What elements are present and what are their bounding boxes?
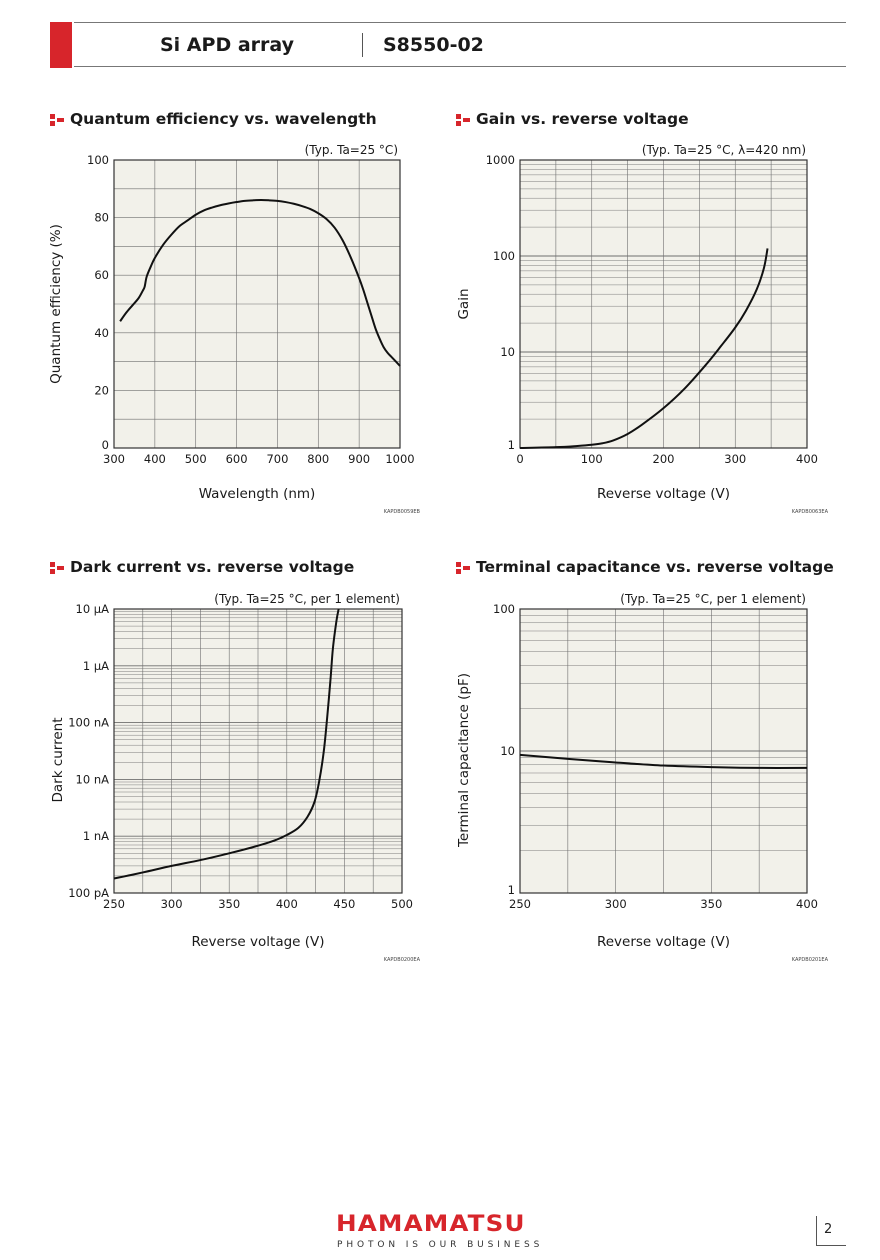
- header-rule-bottom: [74, 66, 846, 67]
- x-tick-label: 350: [218, 897, 240, 911]
- x-axis-label: Reverse voltage (V): [597, 486, 730, 502]
- red-bullet-icon: [50, 561, 64, 574]
- x-tick-label: 700: [266, 452, 288, 466]
- y-tick-label: 20: [94, 383, 109, 397]
- x-tick-label: 250: [103, 897, 125, 911]
- header-accent-bar: [50, 22, 72, 68]
- x-tick-label: 300: [161, 897, 183, 911]
- x-tick-label: 450: [333, 897, 355, 911]
- series-line: [519, 753, 808, 769]
- x-tick-label: 300: [724, 452, 746, 466]
- chart-title: Terminal capacitance vs. reverse voltage: [476, 558, 834, 576]
- grid: [519, 609, 808, 894]
- y-tick-label: 100 nA: [68, 716, 109, 730]
- chart-condition-note: (Typ. Ta=25 °C, per 1 element): [620, 592, 806, 606]
- y-tick-label: 40: [94, 326, 109, 340]
- figure-code: KAPDB0059EB: [384, 509, 421, 515]
- chart-condition-note: (Typ. Ta=25 °C, λ=420 nm): [642, 143, 806, 157]
- y-tick-label: 100: [493, 602, 515, 616]
- chart-title: Dark current vs. reverse voltage: [70, 558, 355, 576]
- chart-qe: 300 400 500 600 700 800 900 1000 0 20 40 60 80 100 Wav…: [48, 143, 421, 515]
- header-rule-top: [74, 22, 846, 23]
- y-tick-label: 100: [87, 153, 109, 167]
- hamamatsu-logo: HAMAMATSU: [336, 1212, 526, 1237]
- y-tick-label: 60: [94, 268, 109, 282]
- y-tick-label: 10 μA: [76, 602, 110, 616]
- page-number-rule-horizontal: [816, 1245, 846, 1246]
- x-tick-label: 400: [796, 452, 818, 466]
- plot-frame: [519, 608, 808, 894]
- y-tick-label: 1: [508, 883, 515, 897]
- panel-title-cap: Terminal capacitance vs. reverse voltage: [456, 558, 834, 576]
- red-bullet-icon: [456, 113, 470, 126]
- red-bullet-icon: [456, 561, 470, 574]
- y-tick-label: 80: [94, 211, 109, 225]
- y-tick-label: 1 nA: [83, 829, 109, 843]
- chart-condition-note: (Typ. Ta=25 °C): [305, 143, 398, 157]
- plot-frame: [519, 159, 808, 449]
- x-tick-label: 300: [605, 897, 627, 911]
- page-number: 2: [824, 1222, 833, 1237]
- panel-title-gain: Gain vs. reverse voltage: [456, 110, 689, 128]
- y-axis-label: Dark current: [50, 717, 66, 802]
- y-tick-label: 1: [508, 438, 515, 452]
- y-tick-label: 10: [500, 345, 515, 359]
- figure-code: KAPDB0200EA: [384, 957, 421, 963]
- x-tick-label: 400: [796, 897, 818, 911]
- y-tick-label: 1 μA: [83, 659, 109, 673]
- x-tick-label: 100: [581, 452, 603, 466]
- x-axis-label: Wavelength (nm): [199, 486, 316, 502]
- y-axis-label: Terminal capacitance (pF): [456, 673, 472, 848]
- y-tick-label: 1000: [486, 153, 515, 167]
- chart-condition-note: (Typ. Ta=25 °C, per 1 element): [214, 592, 400, 606]
- product-type: Si APD array: [160, 34, 295, 56]
- y-tick-label: 0: [102, 438, 109, 452]
- plot-frame: [113, 608, 403, 894]
- product-code: S8550-02: [383, 34, 484, 56]
- x-tick-label: 1000: [385, 452, 414, 466]
- plot-frame: [113, 159, 401, 449]
- x-tick-label: 500: [185, 452, 207, 466]
- chart-gain: 0 100 200 300 400 1 10 100 1000 Reverse voltage (…: [456, 143, 829, 515]
- y-axis-label: Quantum efficiency (%): [48, 224, 64, 384]
- panel-title-dark: Dark current vs. reverse voltage: [50, 558, 354, 576]
- logo-tagline: PHOTON IS OUR BUSINESS: [337, 1240, 544, 1250]
- x-axis-label: Reverse voltage (V): [597, 934, 730, 950]
- red-bullet-icon: [50, 113, 64, 126]
- x-axis-label: Reverse voltage (V): [191, 934, 324, 950]
- chart-dark: 250 300 350 400 450 500 100 pA 1 nA 10 nA 100 nA 1…: [50, 592, 421, 963]
- chart-cap: 250 300 350 400 1 10 100 Reverse voltage (V) Ter…: [456, 592, 829, 963]
- x-tick-label: 500: [391, 897, 413, 911]
- y-tick-label: 10 nA: [76, 772, 110, 786]
- figure-code: KAPDB0063EA: [792, 509, 829, 515]
- y-axis-label: Gain: [456, 288, 472, 319]
- x-tick-label: 350: [700, 897, 722, 911]
- panel-title-qe: Quantum efficiency vs. wavelength: [50, 110, 377, 128]
- x-tick-label: 800: [307, 452, 329, 466]
- chart-title: Quantum efficiency vs. wavelength: [70, 110, 377, 128]
- x-tick-label: 250: [509, 897, 531, 911]
- x-tick-label: 200: [653, 452, 675, 466]
- figure-code: KAPDB0201EA: [792, 957, 829, 963]
- page-number-rule-vertical: [816, 1216, 817, 1246]
- chart-title: Gain vs. reverse voltage: [476, 110, 689, 128]
- series-line: [519, 248, 769, 449]
- x-tick-label: 400: [144, 452, 166, 466]
- x-tick-label: 300: [103, 452, 125, 466]
- y-tick-label: 100 pA: [68, 886, 109, 900]
- header-divider: [362, 33, 363, 57]
- series-line: [113, 608, 340, 880]
- x-tick-label: 900: [348, 452, 370, 466]
- x-tick-label: 600: [226, 452, 248, 466]
- y-tick-label: 100: [493, 249, 515, 263]
- series-line: [119, 199, 401, 367]
- y-tick-label: 10: [500, 744, 515, 758]
- x-tick-label: 400: [276, 897, 298, 911]
- x-tick-label: 0: [516, 452, 523, 466]
